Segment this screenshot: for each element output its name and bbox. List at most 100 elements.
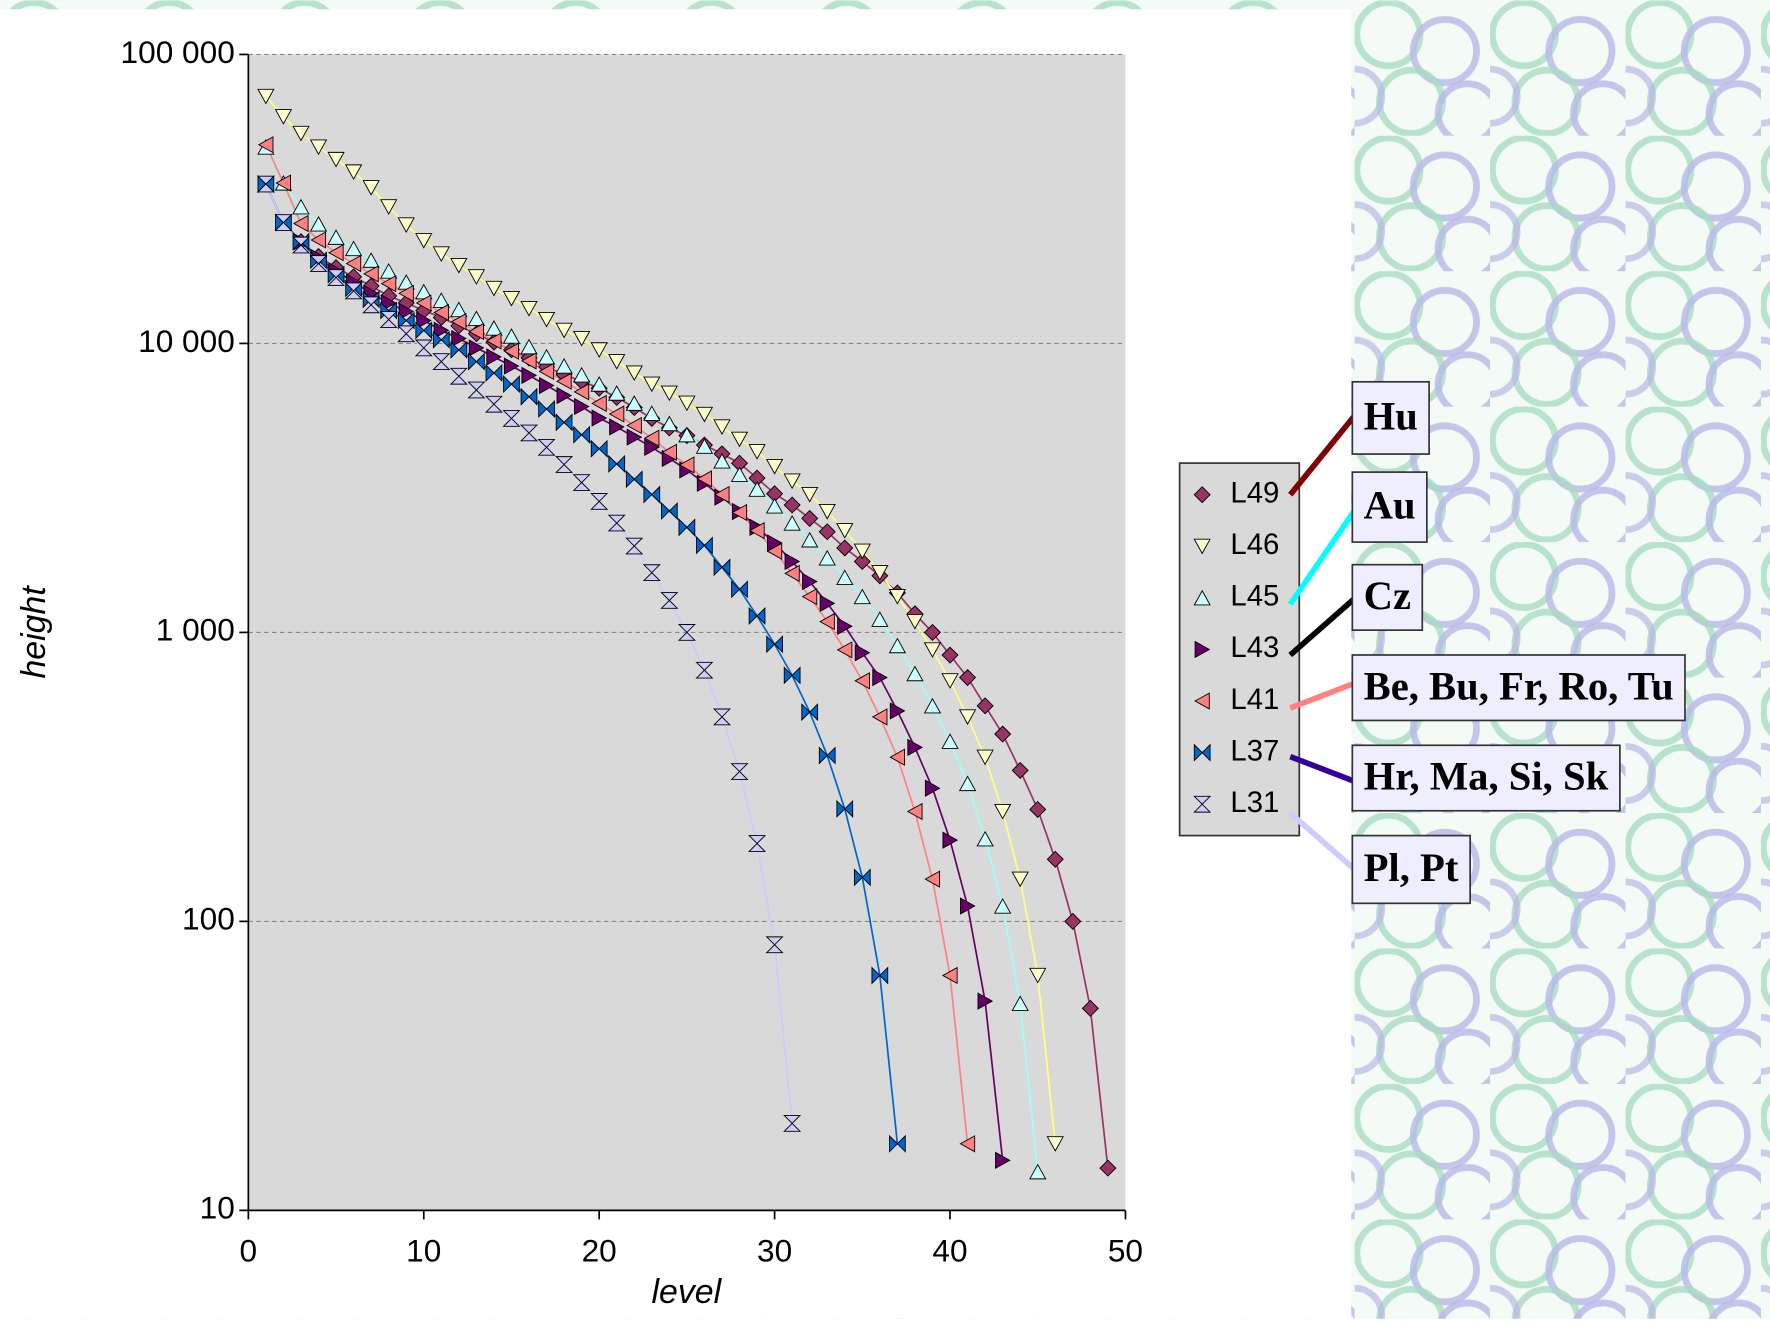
legend-marker: [1193, 589, 1211, 606]
marker: [643, 429, 660, 447]
x-tick-label: 30: [757, 1233, 792, 1269]
marker: [660, 502, 678, 521]
marker: [363, 265, 379, 283]
marker: [923, 623, 942, 641]
connector: [1289, 753, 1356, 785]
marker: [590, 376, 608, 392]
marker: [871, 966, 889, 985]
annotation-box: [1351, 563, 1424, 631]
marker: [906, 665, 924, 682]
series-line: [265, 95, 1057, 1144]
connector: [1287, 508, 1357, 606]
connector: [1288, 413, 1357, 497]
marker: [625, 537, 644, 555]
marker: [801, 587, 818, 606]
marker: [256, 175, 275, 193]
marker: [1029, 967, 1047, 984]
marker: [362, 290, 380, 309]
marker: [695, 406, 714, 423]
annotation-label: Hu: [1364, 394, 1418, 439]
marker: [450, 301, 468, 318]
marker: [521, 366, 538, 385]
marker: [730, 466, 749, 483]
marker: [836, 539, 854, 557]
x-tick-label: 20: [582, 1233, 617, 1269]
legend-label: L45: [1230, 580, 1279, 613]
marker: [502, 328, 521, 344]
marker: [941, 733, 959, 749]
marker: [520, 301, 538, 317]
legend-marker: [1194, 692, 1210, 710]
marker: [730, 763, 749, 780]
marker: [433, 303, 449, 322]
legend-marker: [1194, 640, 1211, 659]
marker: [467, 269, 486, 285]
marker: [784, 552, 801, 571]
marker: [661, 443, 677, 461]
marker: [274, 214, 293, 231]
legend-marker: [1193, 743, 1211, 762]
marker: [344, 164, 363, 181]
marker: [380, 263, 398, 279]
marker: [906, 802, 923, 821]
connector: [1289, 680, 1356, 711]
marker: [327, 269, 346, 286]
marker: [801, 509, 819, 527]
marker: [958, 775, 977, 792]
marker: [854, 672, 870, 690]
legend-label: L49: [1230, 476, 1279, 509]
marker: [730, 431, 749, 448]
marker: [608, 385, 626, 401]
marker: [608, 454, 626, 473]
annotation-label: Pl, Pt: [1364, 845, 1459, 890]
marker: [572, 366, 591, 383]
marker: [414, 339, 433, 357]
marker: [520, 387, 538, 406]
marker: [889, 1134, 906, 1153]
marker: [362, 296, 381, 314]
connector: [1288, 810, 1357, 872]
marker: [906, 614, 924, 630]
annotation-box: [1351, 654, 1686, 722]
marker: [660, 592, 679, 609]
marker: [257, 136, 274, 154]
marker: [626, 428, 643, 446]
marker: [468, 352, 485, 371]
marker: [345, 254, 362, 273]
marker: [538, 400, 555, 419]
marker: [959, 668, 977, 687]
marker: [432, 353, 451, 370]
marker: [818, 523, 836, 541]
marker: [573, 425, 590, 444]
annotation-label: Au: [1364, 483, 1416, 528]
marker: [572, 330, 591, 347]
marker: [941, 646, 959, 664]
marker: [889, 702, 906, 720]
marker: [942, 831, 959, 849]
marker: [485, 364, 503, 383]
marker: [748, 606, 766, 625]
marker: [836, 799, 854, 818]
marker: [941, 673, 959, 689]
marker: [836, 641, 853, 659]
x-tick-label: 0: [240, 1233, 258, 1269]
marker: [415, 294, 432, 312]
marker: [520, 424, 539, 442]
marker: [310, 231, 327, 249]
marker: [1064, 912, 1082, 930]
marker: [556, 386, 573, 405]
marker: [993, 803, 1012, 820]
marker: [555, 358, 573, 374]
connector: [1288, 596, 1357, 658]
marker: [538, 362, 555, 381]
marker: [274, 109, 293, 125]
marker: [712, 708, 731, 726]
annotation-label: Hr, Ma, Si, Sk: [1364, 754, 1609, 799]
x-tick-label: 40: [932, 1233, 967, 1269]
legend-marker: [1193, 538, 1211, 555]
series-markers: [256, 88, 1117, 1180]
annotation-label: Be, Bu, Fr, Ro, Tu: [1364, 663, 1674, 708]
marker: [590, 342, 608, 358]
marker: [818, 549, 836, 566]
marker: [397, 325, 416, 343]
